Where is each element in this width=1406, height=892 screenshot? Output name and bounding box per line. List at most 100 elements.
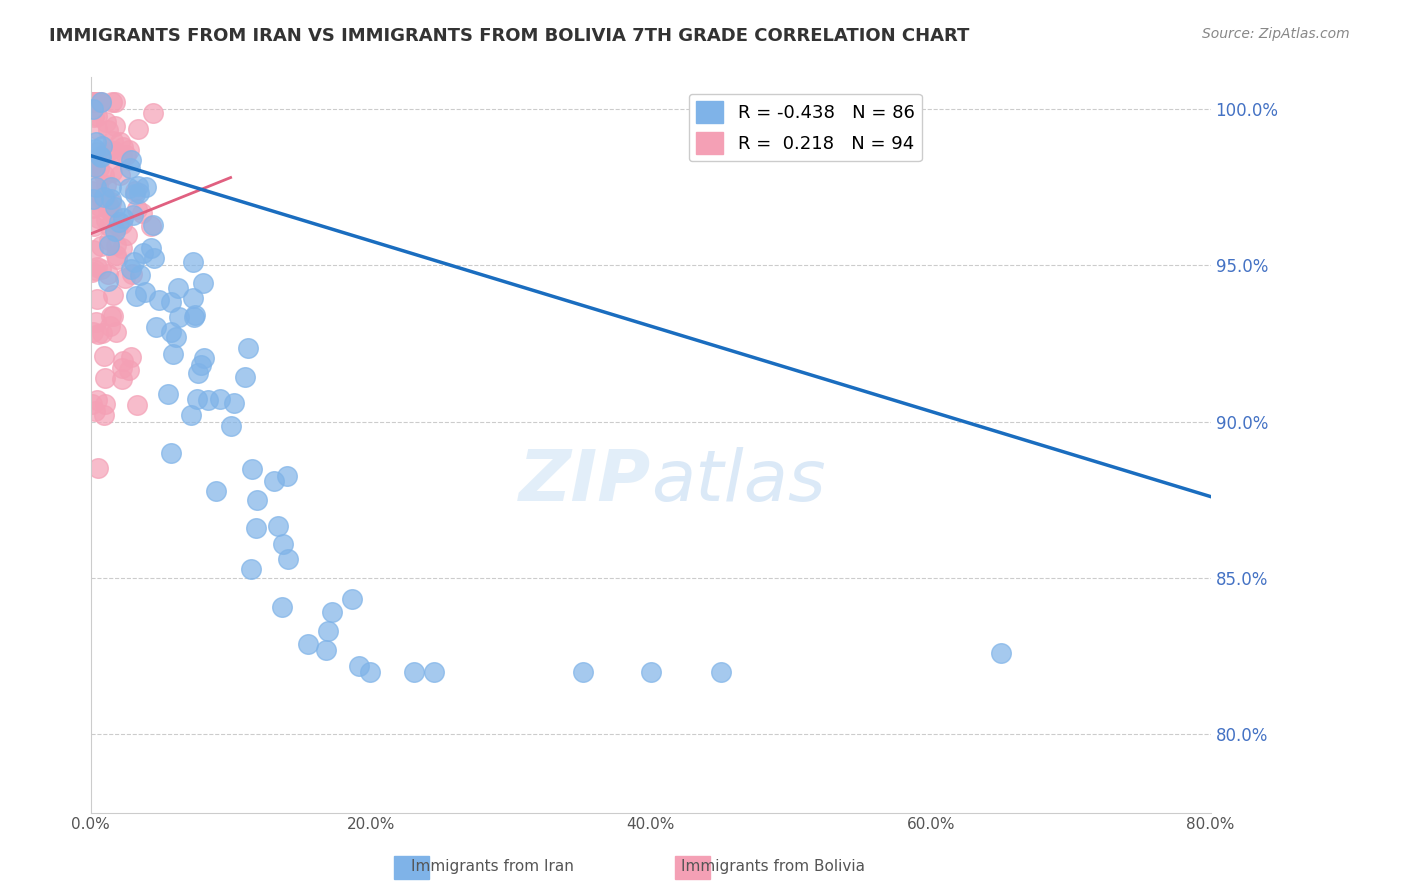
Point [134, 285, 156, 299]
Point [181, 291, 204, 305]
Point [94, 213, 117, 227]
Point [114, 271, 136, 285]
Point [120, 153, 142, 167]
Point [141, 219, 163, 234]
Point [98, 143, 121, 157]
Point [90, 95, 112, 110]
Point [90, 238, 112, 252]
Text: IMMIGRANTS FROM IRAN VS IMMIGRANTS FROM BOLIVIA 7TH GRADE CORRELATION CHART: IMMIGRANTS FROM IRAN VS IMMIGRANTS FROM … [49, 27, 970, 45]
Point [93, 349, 115, 363]
Text: atlas: atlas [651, 447, 825, 516]
Point [124, 289, 146, 303]
Point [124, 184, 146, 198]
Point [98, 318, 121, 333]
Point [103, 144, 125, 158]
Point [105, 252, 128, 266]
Point [84, 160, 107, 174]
Point [98, 199, 121, 213]
Point [83, 219, 105, 233]
Point [402, 665, 425, 679]
Point [127, 202, 149, 216]
Point [93, 408, 115, 422]
Point [710, 665, 733, 679]
Point [187, 366, 209, 380]
Text: Immigrants from Iran: Immigrants from Iran [411, 859, 574, 874]
Point [118, 144, 141, 158]
Point [94, 115, 117, 129]
Point [104, 95, 127, 110]
Point [94, 191, 117, 205]
Point [112, 211, 135, 225]
Point [97, 202, 120, 216]
Point [186, 392, 208, 406]
Point [263, 474, 285, 488]
Point [235, 369, 257, 384]
Point [359, 665, 381, 679]
Point [122, 255, 145, 269]
Point [340, 591, 363, 606]
Point [101, 310, 124, 324]
Point [167, 281, 190, 295]
Point [219, 419, 242, 434]
Point [91, 192, 114, 206]
Point [87, 178, 110, 193]
Point [103, 119, 125, 133]
Point [117, 227, 139, 242]
Point [111, 140, 134, 154]
Point [321, 605, 343, 619]
Point [115, 148, 138, 162]
Point [111, 361, 134, 376]
Point [86, 109, 108, 123]
Point [100, 180, 122, 194]
Point [97, 233, 120, 247]
Point [156, 387, 179, 401]
Point [108, 135, 131, 149]
Point [98, 219, 121, 233]
Point [246, 492, 269, 507]
Point [197, 392, 219, 407]
Point [82, 201, 104, 215]
Point [124, 186, 146, 201]
Point [271, 599, 294, 614]
Point [191, 276, 214, 290]
Point [87, 326, 110, 341]
Point [80, 185, 103, 199]
Point [83, 111, 105, 125]
Point [90, 326, 112, 341]
Point [87, 211, 110, 225]
Point [120, 350, 142, 364]
Point [100, 192, 122, 206]
Point [84, 404, 107, 418]
Point [142, 106, 165, 120]
Point [80, 265, 103, 279]
Point [87, 161, 110, 176]
Point [110, 241, 132, 255]
Point [240, 462, 263, 476]
Point [84, 135, 107, 149]
Point [640, 665, 662, 679]
Point [316, 624, 339, 639]
Point [108, 168, 131, 182]
Point [90, 151, 112, 165]
Point [86, 315, 108, 329]
Point [80, 397, 103, 411]
Point [100, 194, 122, 209]
Point [273, 537, 295, 551]
Point [82, 102, 104, 116]
Point [93, 190, 115, 204]
Point [82, 326, 104, 340]
Point [86, 122, 108, 136]
Point [90, 262, 112, 277]
Point [236, 341, 259, 355]
Point [184, 309, 207, 323]
Point [132, 245, 155, 260]
Point [84, 179, 107, 194]
Point [97, 274, 120, 288]
Point [96, 178, 118, 193]
Point [183, 310, 205, 325]
Point [86, 292, 108, 306]
Point [87, 199, 110, 213]
Point [162, 347, 184, 361]
Point [86, 461, 108, 475]
Point [169, 310, 191, 324]
